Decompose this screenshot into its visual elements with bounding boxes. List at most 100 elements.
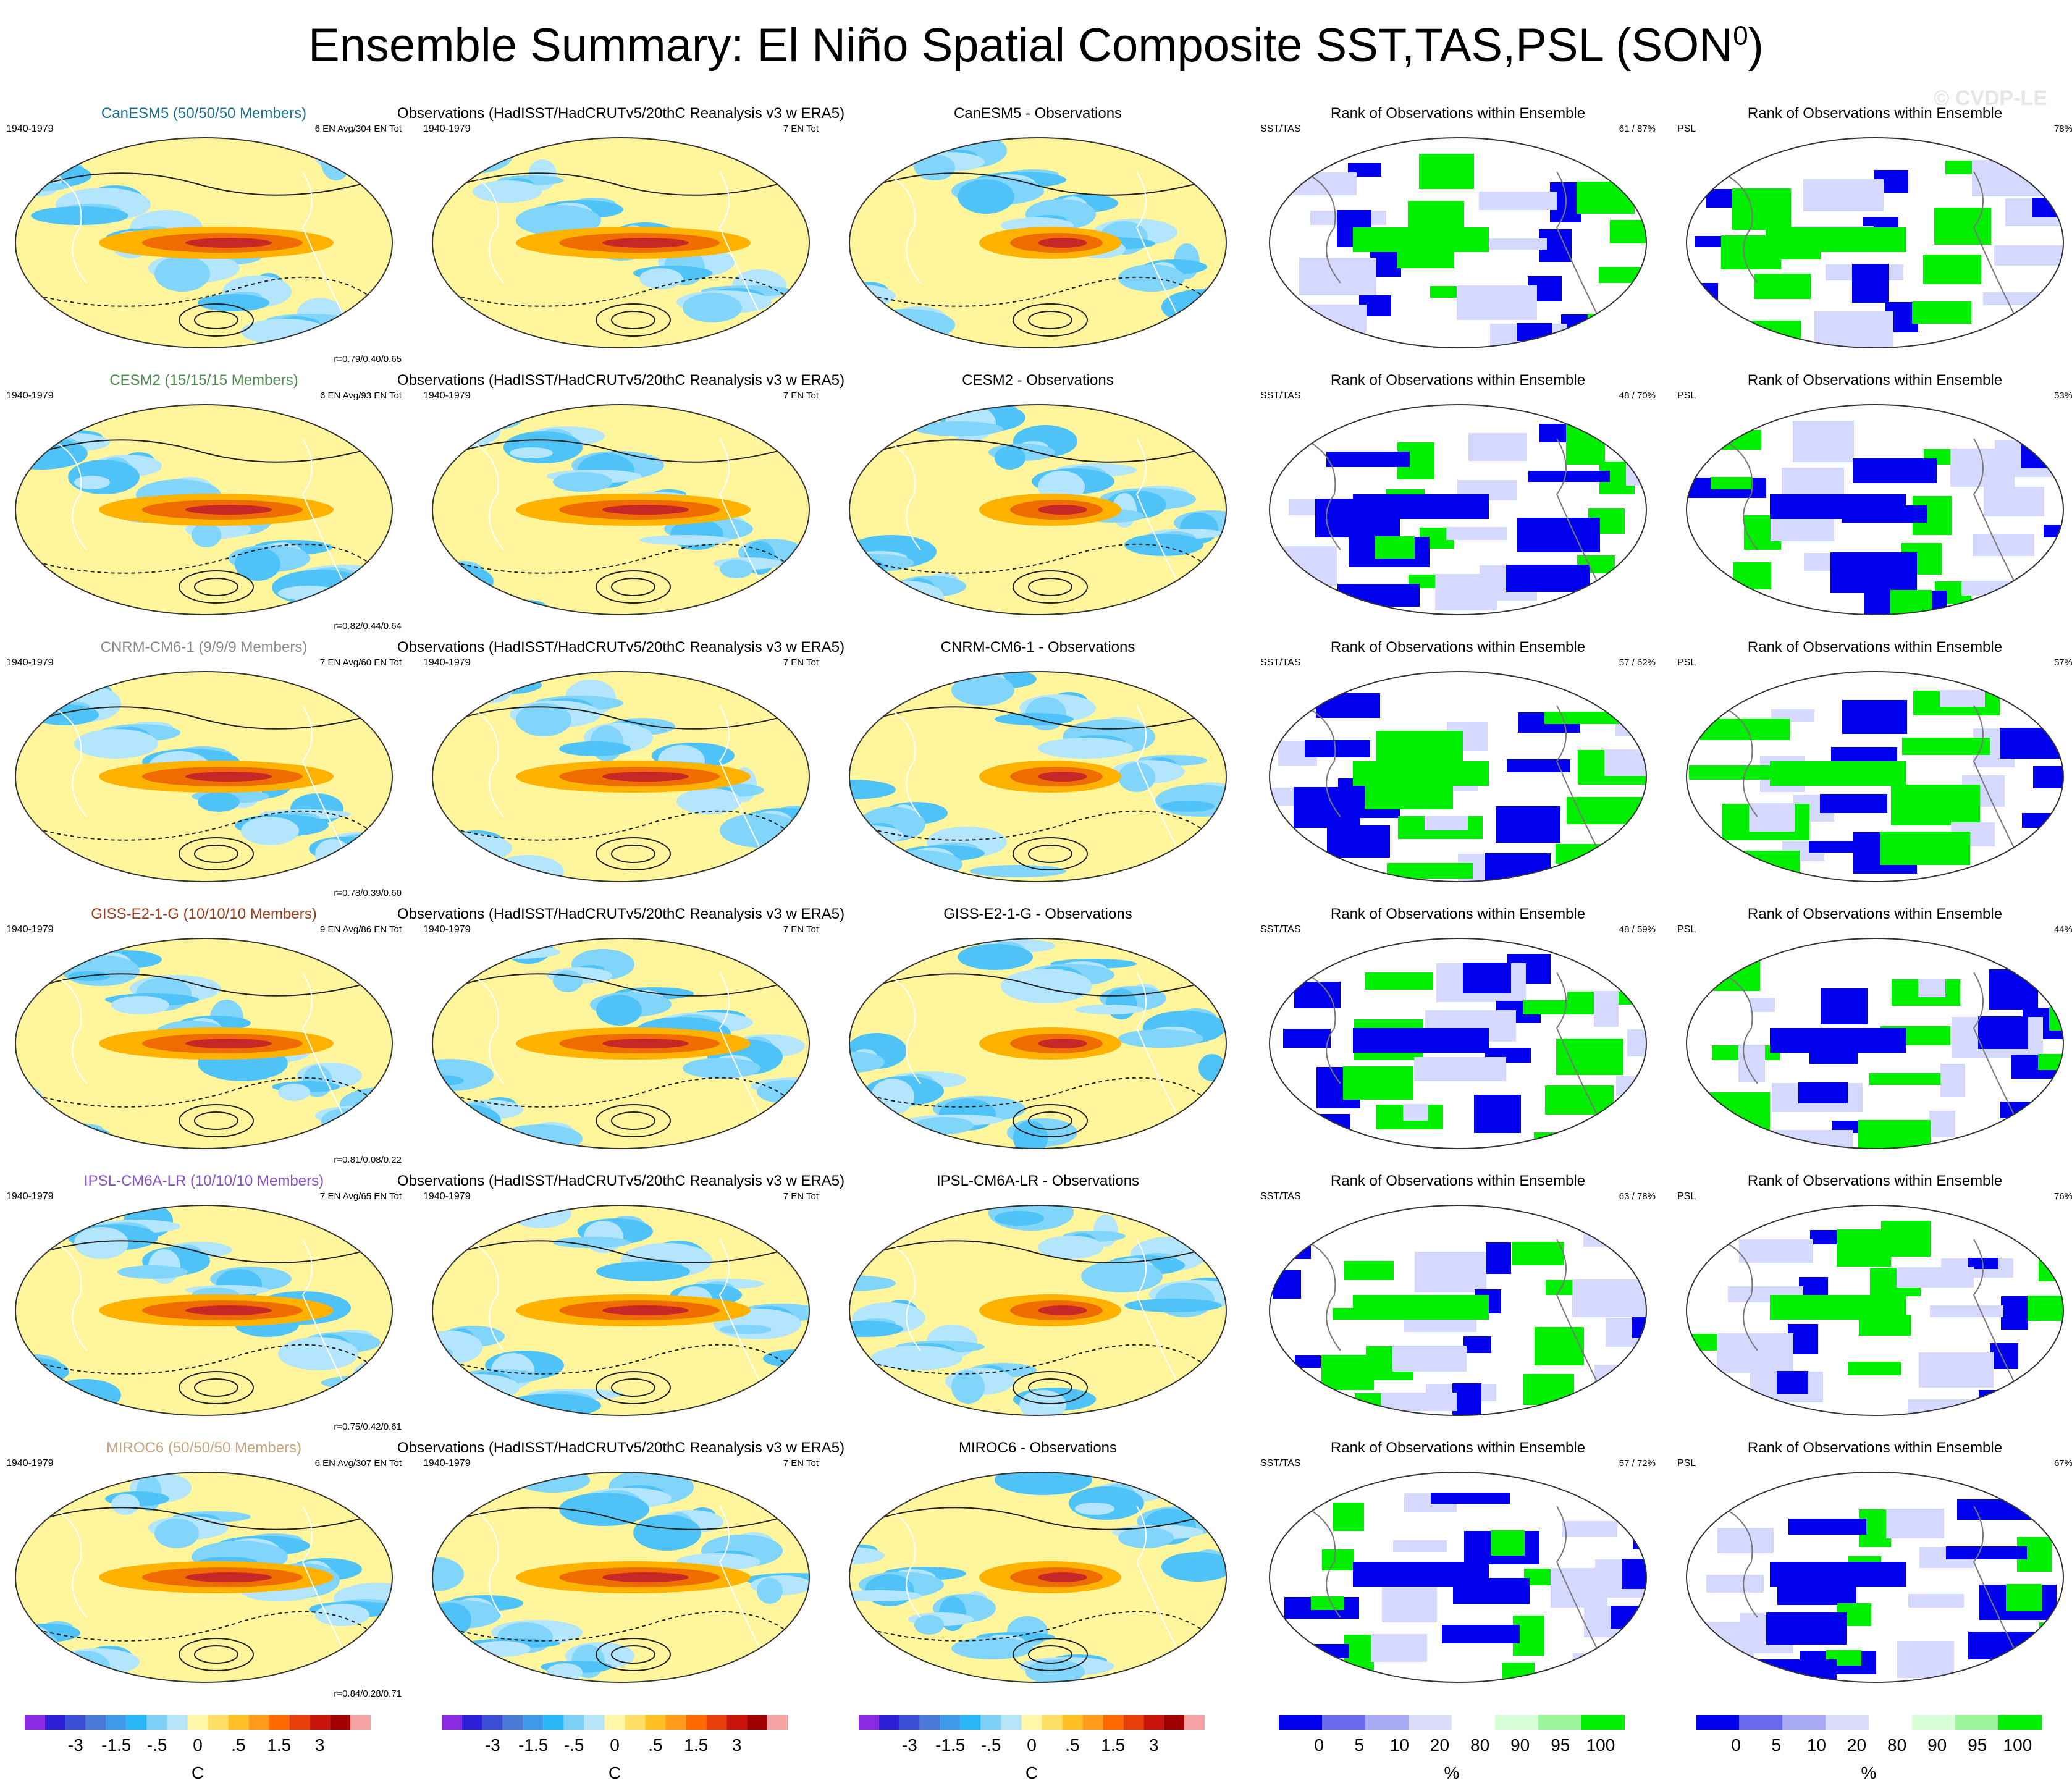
- colorbar-swatch: [1184, 1715, 1205, 1730]
- rank-percent: 57 / 72%: [1619, 1458, 1656, 1469]
- difference-panel: IPSL-CM6A-LR - Observations: [840, 1173, 1236, 1432]
- colorbar-swatch: [1082, 1715, 1103, 1730]
- colorbar-tick-label: 20: [1847, 1735, 1866, 1755]
- rank-percent: 76%: [2053, 1191, 2072, 1202]
- colorbar-swatch: [1826, 1715, 1869, 1730]
- period-label: 1940-1979: [6, 924, 54, 935]
- observations-panel: Observations (HadISST/HadCRUTv5/20thC Re…: [397, 1173, 844, 1432]
- obs-map: [432, 1205, 810, 1416]
- model-panel: IPSL-CM6A-LR (10/10/10 Members) 1940-1979…: [6, 1173, 402, 1432]
- ensemble-info: 6 EN Avg/93 EN Tot: [319, 390, 402, 401]
- colorbar-swatch: [1869, 1715, 1912, 1730]
- colorbar-tick-label: -1.5: [101, 1735, 131, 1755]
- colorbar-swatch: [1452, 1715, 1495, 1730]
- model-title: IPSL-CM6A-LR (10/10/10 Members): [83, 1173, 324, 1189]
- rank-variable-label: SST/TAS: [1260, 1458, 1301, 1469]
- colorbar-swatch: [1495, 1715, 1538, 1730]
- ensemble-info: 7 EN Avg/60 EN Tot: [319, 657, 402, 668]
- colorbar-tick-label: .5: [1065, 1735, 1079, 1755]
- obs-map: [432, 671, 810, 882]
- rank-title: Rank of Observations within Ensemble: [1747, 906, 2003, 922]
- diff-map: [849, 938, 1227, 1149]
- model-panel: GISS-E2-1-G (10/10/10 Members) 1940-1979 9…: [6, 906, 402, 1165]
- colorbar-unit: C: [608, 1763, 621, 1782]
- colorbar-swatch: [1739, 1715, 1782, 1730]
- colorbar-tick-label: 3: [315, 1735, 325, 1755]
- colorbar-swatch: [310, 1715, 331, 1730]
- colorbar-swatch: [1123, 1715, 1144, 1730]
- difference-title: MIROC6 - Observations: [958, 1439, 1118, 1456]
- colorbar-swatch: [1782, 1715, 1826, 1730]
- rank-percent: 48 / 59%: [1619, 924, 1656, 935]
- colorbar-tick-label: 0: [1027, 1735, 1037, 1755]
- model-panel: CESM2 (15/15/15 Members) 1940-1979 6 EN Av…: [6, 372, 402, 631]
- rank-percent: 61 / 87%: [1619, 124, 1656, 134]
- model-map: [15, 938, 393, 1149]
- rank-percent: 57 / 62%: [1619, 657, 1656, 668]
- colorbar-swatch: [85, 1715, 106, 1730]
- observations-title: Observations (HadISST/HadCRUTv5/20thC Re…: [397, 906, 845, 922]
- colorbar-svg: -3 -1.5 -.5 0 .5 1.5 3: [25, 1715, 371, 1755]
- rank-variable-label: PSL: [1677, 124, 1696, 134]
- colorbar-svg: 0 5 10 20 80 90 95 100: [1696, 1715, 2042, 1755]
- colorbar-swatch: [625, 1715, 646, 1730]
- rank-title: Rank of Observations within Ensemble: [1330, 105, 1586, 122]
- difference-panel: GISS-E2-1-G - Observations: [840, 906, 1236, 1165]
- colorbar-temperature-2: -3 -1.5 -.5 0 .5 1.5 3 C: [442, 1713, 788, 1782]
- colorbar-swatch: [563, 1715, 584, 1730]
- colorbar-swatch: [706, 1715, 727, 1730]
- rank-title: Rank of Observations within Ensemble: [1747, 105, 2003, 122]
- ensemble-info: 7 EN Tot: [783, 924, 819, 935]
- difference-title: CNRM-CM6-1 - Observations: [940, 639, 1135, 655]
- pattern-correlation: r=0.78/0.39/0.60: [334, 888, 402, 898]
- obs-map: [432, 938, 810, 1149]
- rank-sst-panel: Rank of Observations within Ensemble SST/…: [1260, 639, 1656, 898]
- colorbar-swatch: [523, 1715, 544, 1730]
- colorbar-swatch: [919, 1715, 940, 1730]
- rank-variable-label: SST/TAS: [1260, 390, 1301, 401]
- rank-variable-label: PSL: [1677, 390, 1696, 401]
- colorbar-rank-2: 0 5 10 20 80 90 95 100%: [1696, 1713, 2042, 1782]
- colorbar-swatch: [1322, 1715, 1365, 1730]
- diff-map: [849, 1205, 1227, 1416]
- period-label: 1940-1979: [6, 124, 54, 134]
- rank-variable-label: PSL: [1677, 1191, 1696, 1202]
- rank-percent: 48 / 70%: [1619, 390, 1656, 401]
- colorbar-swatch: [1103, 1715, 1124, 1730]
- pattern-correlation: r=0.79/0.40/0.65: [334, 354, 402, 365]
- observations-title: Observations (HadISST/HadCRUTv5/20thC Re…: [397, 1439, 845, 1456]
- colorbar-swatch: [899, 1715, 920, 1730]
- period-label: 1940-1979: [423, 390, 471, 401]
- colorbar-tick-label: 80: [1470, 1735, 1489, 1755]
- model-map: [15, 137, 393, 348]
- colorbar-tick-label: 95: [1968, 1735, 1987, 1755]
- colorbar-swatch: [1164, 1715, 1185, 1730]
- colorbar-tick-label: 0: [1731, 1735, 1741, 1755]
- rank-sst-panel: Rank of Observations within Ensemble SST/…: [1260, 105, 1656, 365]
- model-title: CESM2 (15/15/15 Members): [109, 372, 298, 389]
- colorbar-swatch: [482, 1715, 503, 1730]
- colorbar-swatch: [106, 1715, 127, 1730]
- observations-panel: Observations (HadISST/HadCRUTv5/20thC Re…: [397, 639, 844, 898]
- model-map: [15, 671, 393, 882]
- colorbar-temperature-3: -3 -1.5 -.5 0 .5 1.5 3 C: [859, 1713, 1205, 1782]
- rank-map: [1686, 938, 2064, 1149]
- rank-title: Rank of Observations within Ensemble: [1330, 372, 1586, 389]
- rank-title: Rank of Observations within Ensemble: [1330, 639, 1586, 655]
- period-label: 1940-1979: [423, 124, 471, 134]
- colorbar-swatch: [940, 1715, 961, 1730]
- colorbar-swatch: [686, 1715, 707, 1730]
- ensemble-info: 7 EN Tot: [783, 1458, 819, 1469]
- colorbar-swatch: [604, 1715, 625, 1730]
- colorbar-swatch: [1279, 1715, 1322, 1730]
- model-title: MIROC6 (50/50/50 Members): [106, 1439, 302, 1456]
- rank-map: [1269, 938, 1647, 1149]
- rank-psl-panel: Rank of Observations within Ensemble PSL 4…: [1677, 906, 2072, 1165]
- rank-title: Rank of Observations within Ensemble: [1330, 1173, 1586, 1189]
- observations-title: Observations (HadISST/HadCRUTv5/20thC Re…: [397, 105, 845, 122]
- colorbar-swatch: [25, 1715, 45, 1730]
- obs-map: [432, 137, 810, 348]
- rank-variable-label: SST/TAS: [1260, 1191, 1301, 1202]
- colorbar-tick-label: 20: [1430, 1735, 1449, 1755]
- colorbar-swatch: [289, 1715, 310, 1730]
